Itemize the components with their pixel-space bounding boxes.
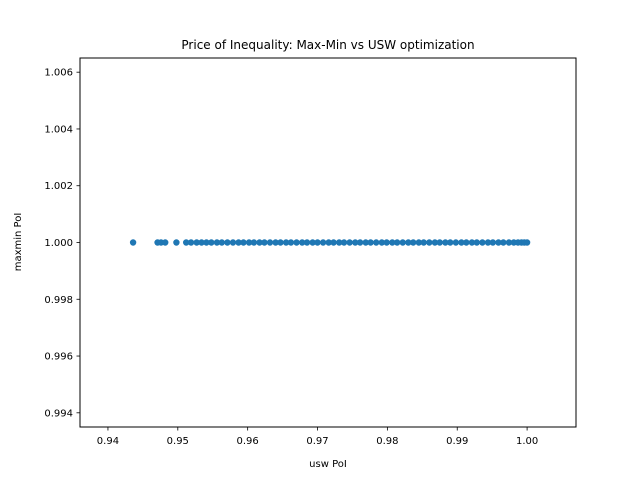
- data-point: [340, 239, 348, 246]
- data-point: [314, 239, 321, 246]
- x-tick-label: 0.94: [97, 436, 119, 447]
- y-tick-label: 0.996: [44, 352, 73, 363]
- data-point: [218, 239, 226, 246]
- x-axis-title: usw PoI: [309, 459, 347, 470]
- data-point: [436, 239, 443, 246]
- data-point: [256, 239, 263, 246]
- data-point: [463, 239, 470, 246]
- data-point: [356, 239, 364, 246]
- data-point: [193, 239, 200, 246]
- data-point: [250, 239, 258, 246]
- data-point: [208, 239, 215, 246]
- data-point: [309, 239, 316, 246]
- data-point: [298, 239, 306, 246]
- data-point: [325, 239, 332, 246]
- data-point: [393, 239, 401, 246]
- data-point: [213, 239, 221, 246]
- data-point: [442, 239, 449, 246]
- x-tick-label: 0.99: [446, 436, 468, 447]
- x-tick-label: 1.00: [516, 436, 538, 447]
- data-point: [129, 239, 137, 246]
- data-point: [330, 239, 337, 246]
- y-tick-label: 1.006: [44, 68, 73, 79]
- data-point: [346, 239, 353, 246]
- y-axis-title: maxmin PoI: [13, 213, 24, 272]
- x-tick-label: 0.97: [306, 436, 328, 447]
- data-point: [293, 239, 300, 246]
- data-point: [410, 239, 417, 246]
- data-point: [266, 239, 274, 246]
- data-point: [505, 239, 513, 246]
- data-point: [468, 239, 476, 246]
- data-point: [173, 239, 180, 246]
- data-point: [282, 239, 290, 246]
- data-point: [373, 239, 380, 246]
- data-point: [229, 239, 237, 246]
- data-point: [479, 239, 486, 246]
- data-point: [447, 239, 454, 246]
- y-axis: 0.994 0.996 0.998 1.000 1.002 1.004 1.006: [44, 68, 80, 419]
- data-point: [484, 239, 492, 246]
- y-tick-label: 1.000: [44, 238, 73, 249]
- data-point: [287, 239, 295, 246]
- y-tick-label: 1.002: [44, 181, 73, 192]
- data-point: [277, 239, 284, 246]
- x-tick-label: 0.98: [376, 436, 398, 447]
- data-point: [500, 239, 507, 246]
- data-point: [203, 239, 210, 246]
- data-point: [352, 239, 359, 246]
- data-point: [335, 239, 343, 246]
- y-tick-label: 0.998: [44, 295, 73, 306]
- data-point: [198, 239, 205, 246]
- chart-title: Price of Inequality: Max-Min vs USW opti…: [181, 38, 474, 52]
- data-point: [420, 239, 427, 246]
- data-point: [383, 239, 390, 246]
- data-point: [245, 239, 253, 246]
- data-point: [187, 239, 195, 246]
- y-tick-label: 0.994: [44, 408, 73, 419]
- data-point: [367, 239, 374, 246]
- data-point: [399, 239, 406, 246]
- data-point: [303, 239, 311, 246]
- data-point: [261, 239, 268, 246]
- data-point: [431, 239, 439, 246]
- data-point: [162, 239, 169, 246]
- data-point: [182, 239, 190, 246]
- data-point: [452, 239, 460, 246]
- data-point: [235, 239, 242, 246]
- data-point: [389, 239, 396, 246]
- data-point: [224, 239, 231, 246]
- data-point: [378, 239, 385, 246]
- y-tick-label: 1.004: [44, 124, 73, 135]
- data-point: [495, 239, 502, 246]
- data-point: [240, 239, 247, 246]
- data-point: [272, 239, 279, 246]
- data-point: [362, 239, 369, 246]
- data-point: [458, 239, 465, 246]
- data-point: [319, 239, 327, 246]
- x-tick-label: 0.95: [167, 436, 189, 447]
- data-point: [523, 239, 531, 246]
- x-axis: 0.94 0.95 0.96 0.97 0.98 0.99 1.00: [97, 427, 538, 447]
- points-layer: [129, 239, 531, 246]
- data-point: [415, 239, 423, 246]
- data-point: [473, 239, 480, 246]
- x-tick-label: 0.96: [237, 436, 259, 447]
- data-point: [489, 239, 497, 246]
- data-point: [426, 239, 433, 246]
- data-point: [405, 239, 412, 246]
